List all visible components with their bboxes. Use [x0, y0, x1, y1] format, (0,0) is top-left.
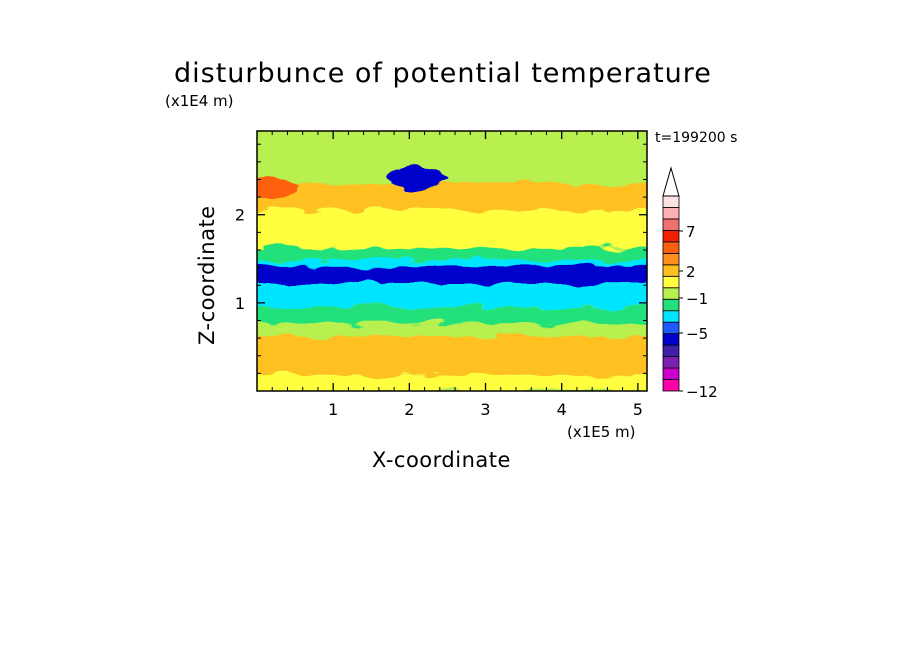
colorbar-swatch: [662, 356, 680, 369]
y-tick: 2: [235, 206, 647, 225]
colorbar-swatch: [662, 195, 680, 208]
colorbar-tick-label: −1: [686, 290, 708, 308]
x-tick: 2: [404, 131, 414, 419]
time-annotation: t=199200 s: [655, 130, 738, 146]
y-tick-label: 2: [235, 206, 245, 225]
x-tick-label: 5: [633, 400, 643, 419]
contour-band-9: [257, 131, 647, 184]
colorbar-swatch: [662, 367, 680, 380]
x-tick: 3: [480, 131, 491, 419]
colorbar-swatch: [662, 241, 680, 254]
colorbar: 7 2 −1 −5 −12: [662, 166, 718, 401]
y-axis-multiplier: (x1E4 m): [165, 92, 234, 110]
contour-band-8: [257, 183, 647, 211]
contour-band-5: [257, 265, 647, 284]
colorbar-swatch: [662, 218, 680, 231]
colorbar-swatch: [662, 310, 680, 323]
plot-frame: [256, 130, 648, 392]
plot-area: [257, 131, 647, 391]
x-tick-label: 4: [557, 400, 567, 419]
contour-feature-0: [386, 167, 447, 188]
contour-band-0: [257, 375, 647, 391]
colorbar-swatch: [662, 379, 680, 392]
x-tick: 4: [557, 131, 567, 419]
colorbar-tick-label: −12: [686, 383, 718, 401]
contour-band-2: [257, 323, 647, 337]
colorbar-swatch: [662, 264, 680, 277]
colorbar-swatch: [662, 344, 680, 357]
x-axis-multiplier: (x1E5 m): [567, 423, 636, 441]
colorbar-tick-label: 2: [686, 263, 696, 281]
x-tick: 5: [633, 131, 643, 419]
x-tick-label: 1: [328, 400, 338, 419]
contour-feature-1: [585, 263, 646, 284]
colorbar-swatch: [662, 298, 680, 312]
x-axis-label: X-coordinate: [372, 448, 511, 472]
y-tick-label: 1: [235, 294, 245, 313]
colorbar-swatch: [662, 230, 680, 243]
colorbar-tick-label: 7: [686, 223, 696, 241]
x-tick-label: 2: [404, 400, 414, 419]
contour-band-1: [257, 336, 647, 376]
contour-band-6: [257, 248, 647, 261]
colorbar-swatch: [662, 287, 680, 300]
colorbar-tick-label: −5: [686, 325, 708, 343]
chart-title: disturbunce of potential temperature: [174, 58, 712, 89]
contour-band-7: [257, 210, 647, 249]
x-tick: 1: [328, 131, 338, 419]
colorbar-swatch: [662, 333, 680, 346]
colorbar-swatch: [662, 321, 680, 335]
colorbar-swatch: [662, 207, 680, 220]
contour-feature-2: [257, 178, 299, 199]
y-tick: 1: [235, 294, 647, 313]
contour-band-3: [257, 307, 647, 324]
colorbar-extend-arrow: [662, 166, 680, 197]
colorbar-swatch: [662, 275, 680, 289]
colorbar-swatch: [662, 252, 680, 266]
x-tick-label: 3: [480, 400, 490, 419]
